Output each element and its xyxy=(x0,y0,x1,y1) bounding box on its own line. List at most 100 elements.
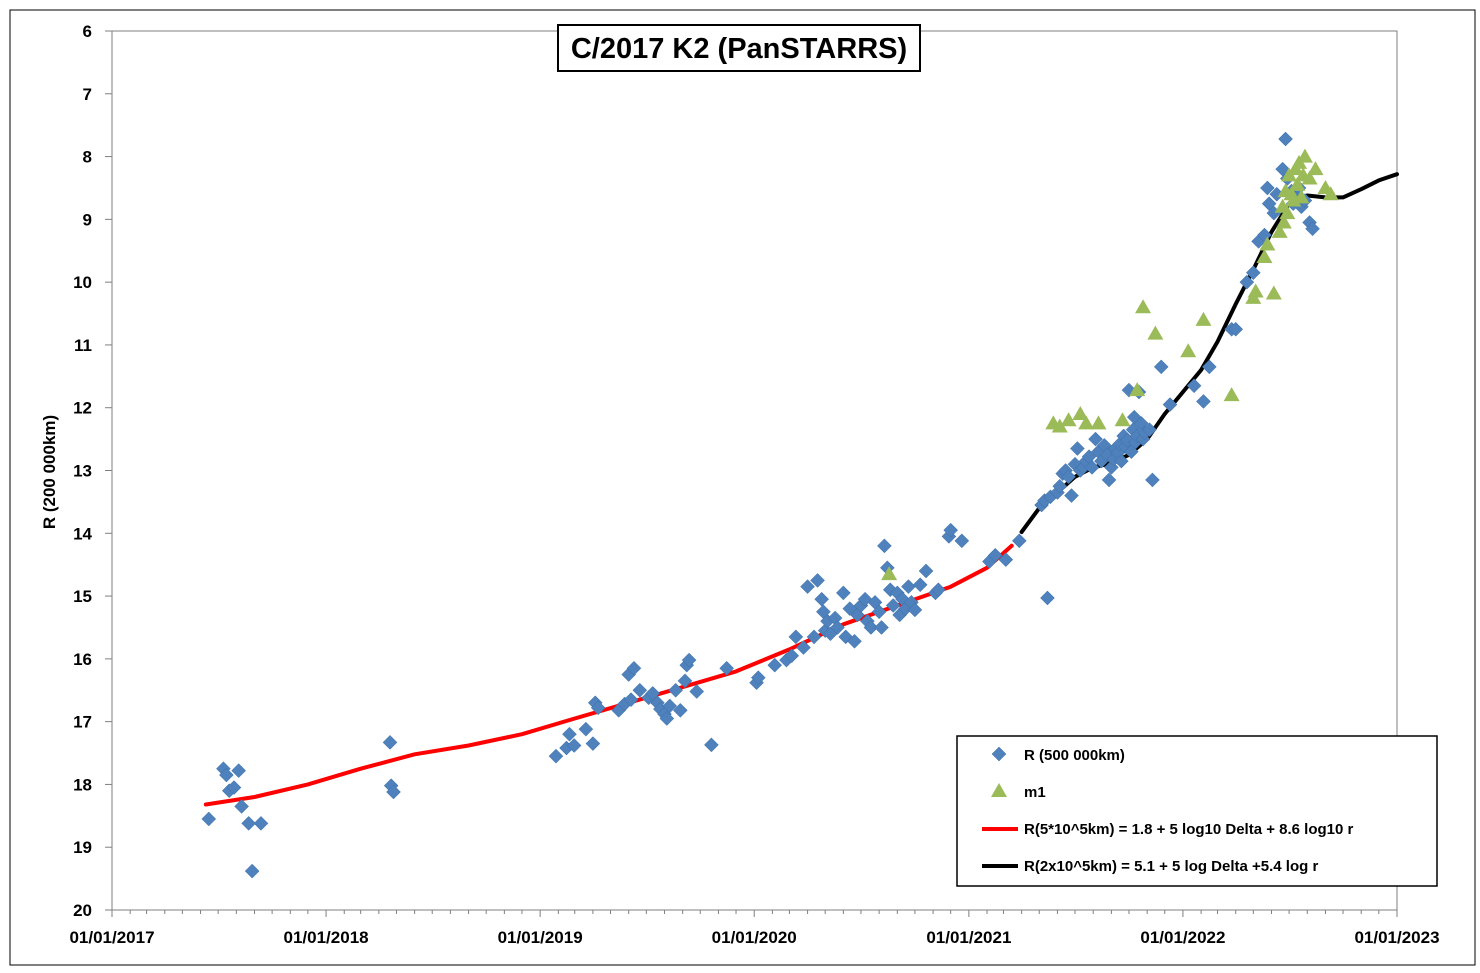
m1-data-point xyxy=(1301,170,1318,185)
r-data-point xyxy=(750,670,766,686)
r-data-point xyxy=(704,737,719,753)
y-tick-label: 9 xyxy=(83,210,92,229)
legend-marker-triangle xyxy=(991,783,1007,797)
r-data-point xyxy=(1142,422,1157,438)
y-tick-label: 7 xyxy=(83,85,92,104)
y-tick-label: 15 xyxy=(73,587,92,606)
m1-data-point xyxy=(1051,418,1068,433)
m1-data-point xyxy=(1060,412,1077,427)
m1-data-point xyxy=(1078,415,1095,430)
r-data-point xyxy=(626,660,642,676)
r-data-point xyxy=(632,682,648,698)
r-data-point xyxy=(1070,441,1085,456)
r-data-point xyxy=(885,598,901,613)
r-data-point xyxy=(231,763,247,778)
r-data-point xyxy=(1145,472,1160,488)
r-data-point xyxy=(668,682,683,698)
m1-data-point xyxy=(1307,161,1324,176)
r-data-point xyxy=(830,620,845,635)
r-data-point xyxy=(1278,131,1293,147)
m1-data-point xyxy=(1293,189,1310,204)
chart-title: C/2017 K2 (PanSTARRS) xyxy=(571,33,907,65)
m1-data-point xyxy=(1090,415,1107,430)
y-tick-label: 18 xyxy=(73,775,92,794)
m1-data-point xyxy=(1271,223,1288,238)
r-data-point xyxy=(1064,488,1079,503)
m1-data-point xyxy=(1279,205,1296,220)
r-data-point xyxy=(1162,397,1178,412)
r-data-point xyxy=(719,660,734,676)
r-data-point xyxy=(1011,533,1027,549)
y-axis-title: R (200 000km) xyxy=(40,415,59,529)
x-tick-label: 01/01/2023 xyxy=(1354,928,1439,947)
r-data-point xyxy=(901,579,916,595)
m1-data-point xyxy=(1265,285,1282,300)
r-data-point xyxy=(877,538,892,554)
x-tick-label: 01/01/2021 xyxy=(926,928,1011,947)
m1-data-point xyxy=(1135,299,1152,314)
m1-data-point xyxy=(1180,343,1197,358)
r-data-point xyxy=(241,816,257,831)
r-data-point xyxy=(1305,221,1320,237)
r-data-point xyxy=(1201,359,1217,375)
r-data-point xyxy=(659,711,675,726)
r-data-point xyxy=(548,748,564,764)
markers xyxy=(201,131,1339,879)
y-tick-label: 13 xyxy=(73,462,92,481)
m1-data-point xyxy=(1072,405,1089,420)
m1-data-point xyxy=(1114,412,1131,427)
r-data-point xyxy=(1052,478,1068,494)
r-data-point xyxy=(1061,469,1076,485)
x-tick-label: 01/01/2017 xyxy=(69,928,154,947)
r-data-point xyxy=(835,585,851,601)
r-data-point xyxy=(788,629,804,645)
r-data-point xyxy=(954,533,970,549)
r-data-point xyxy=(810,573,825,588)
y-tick-label: 14 xyxy=(73,524,92,543)
r-data-point xyxy=(931,582,946,598)
r-data-point xyxy=(1186,378,1202,394)
x-tick-label: 01/01/2020 xyxy=(712,928,797,947)
x-tick-label: 01/01/2019 xyxy=(498,928,583,947)
chart-title-box: C/2017 K2 (PanSTARRS) xyxy=(557,24,921,72)
m1-data-point xyxy=(1147,325,1164,340)
r-data-point xyxy=(219,767,234,783)
r-data-point xyxy=(1084,460,1100,475)
m1-data-point xyxy=(1129,382,1146,397)
axes: 6 7 8 9 10 11 12 13 14 15 16 17 18 19 20 01/01/2017 01/0… xyxy=(69,22,1439,947)
x-tick-label: 01/01/2018 xyxy=(284,928,369,947)
y-tick-label: 12 xyxy=(73,399,92,418)
r-data-point xyxy=(578,721,594,737)
r-data-point xyxy=(806,629,822,645)
r-data-point xyxy=(943,522,959,538)
r-data-point xyxy=(244,863,260,879)
legend-box xyxy=(956,735,1438,887)
legend-label-m1: m1 xyxy=(1024,784,1046,801)
r-data-point xyxy=(800,579,815,595)
r-data-point xyxy=(662,698,678,714)
r-data-point xyxy=(234,799,249,814)
legend-label-r-points: R (500 000km) xyxy=(1024,747,1125,764)
r-data-point xyxy=(253,816,269,831)
r-data-point xyxy=(382,735,398,750)
r-data-point xyxy=(1245,265,1261,281)
r-data-point xyxy=(784,648,800,664)
y-tick-label: 16 xyxy=(73,650,92,669)
r-data-point xyxy=(585,736,601,751)
r-data-point xyxy=(1153,359,1169,375)
m1-data-point xyxy=(1275,214,1292,229)
y-tick-label: 19 xyxy=(73,838,92,857)
m1-data-point xyxy=(881,566,898,581)
r-data-point xyxy=(201,811,217,827)
r-data-point xyxy=(1113,453,1129,469)
r-data-point xyxy=(796,640,811,655)
m1-data-point xyxy=(1256,249,1273,264)
r-data-point xyxy=(672,702,688,718)
legend-marker-diamond xyxy=(991,746,1007,762)
r-data-point xyxy=(918,563,934,579)
r-data-point xyxy=(767,657,783,673)
r-data-point xyxy=(907,602,923,618)
r-data-point xyxy=(1239,274,1255,290)
r-data-point xyxy=(590,700,606,716)
